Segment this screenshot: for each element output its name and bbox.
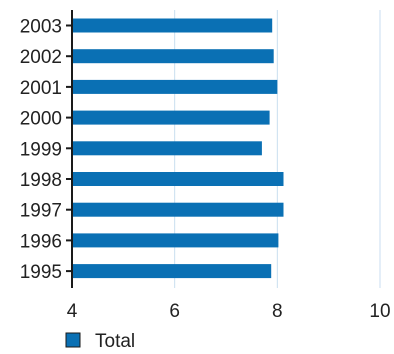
y-tick-labels: 2003 2002 2001 2000 1999 1998 1997 1996 1995 [20, 17, 62, 284]
axes [66, 10, 73, 288]
y-tick-label: 1997 [20, 201, 62, 222]
legend: Total [65, 331, 135, 352]
bars [72, 18, 284, 279]
x-tick-label: 4 [67, 301, 78, 322]
bar-1996 [72, 233, 279, 248]
bar-2003 [72, 18, 273, 33]
y-tick-label: 1996 [20, 231, 62, 252]
y-tick-label: 2000 [20, 109, 62, 130]
bar-1999 [72, 141, 262, 156]
x-tick-label: 8 [272, 301, 283, 322]
bar-1997 [72, 202, 284, 217]
legend-label: Total [95, 331, 135, 352]
y-tick-label: 2002 [20, 47, 62, 68]
x-tick-labels: 4 6 8 10 [67, 301, 391, 322]
bar-1995 [72, 264, 272, 279]
bar-2000 [72, 110, 270, 125]
x-tick-label: 10 [369, 301, 390, 322]
y-tick-label: 1998 [20, 170, 62, 191]
x-tick-label: 6 [169, 301, 180, 322]
y-tick-label: 2003 [20, 17, 62, 38]
bar-2001 [72, 79, 278, 94]
y-tick-label: 1999 [20, 139, 62, 160]
bar-2002 [72, 49, 274, 64]
y-tick-label: 1995 [20, 262, 62, 283]
y-tick-label: 2001 [20, 78, 62, 99]
legend-swatch [65, 332, 81, 348]
bar-1998 [72, 172, 284, 186]
